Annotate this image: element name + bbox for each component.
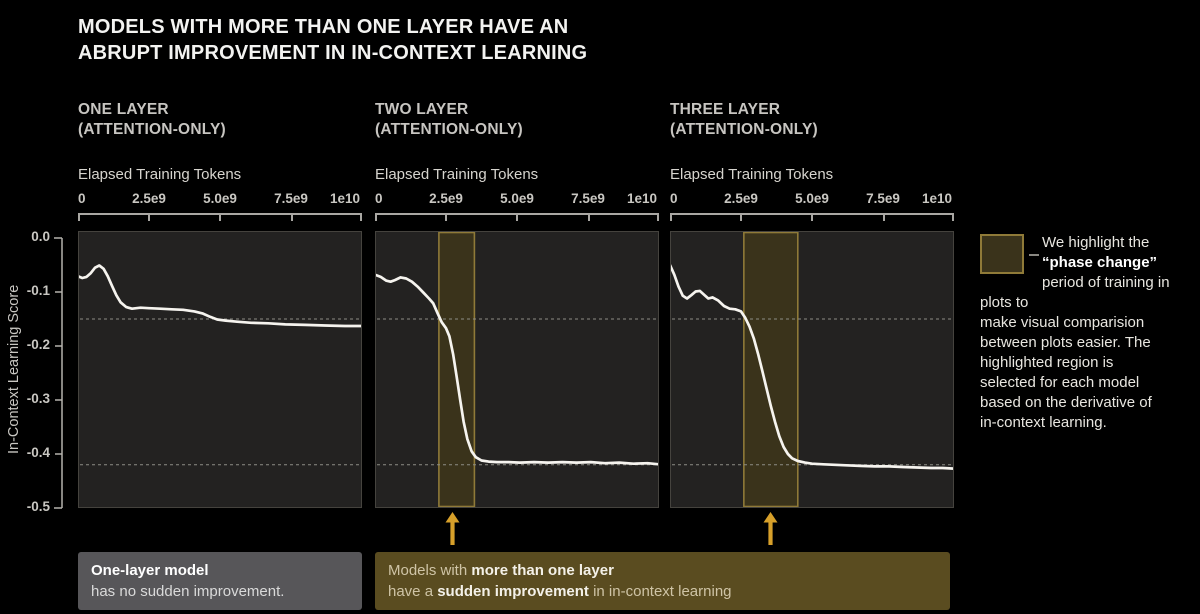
axis-tick bbox=[883, 215, 885, 221]
axis-tick bbox=[657, 215, 659, 221]
y-axis-line bbox=[54, 237, 63, 509]
x-tick-label: 2.5e9 bbox=[724, 191, 758, 206]
x-tick-label: 2.5e9 bbox=[429, 191, 463, 206]
x-tick-labels: 0 2.5e9 5.0e9 7.5e9 1e10 bbox=[670, 191, 954, 208]
axis-tick bbox=[148, 215, 150, 221]
axis-tick bbox=[375, 215, 377, 221]
emphasized-text: sudden improvement bbox=[437, 583, 589, 600]
axis-tick bbox=[516, 215, 518, 221]
x-axis-line bbox=[78, 213, 362, 222]
panel-heading: THREE LAYER (ATTENTION-ONLY) bbox=[670, 101, 818, 138]
text-segment: period of training in plots to make visu… bbox=[980, 274, 1170, 431]
axis-tick bbox=[360, 215, 362, 221]
axis-rule bbox=[670, 213, 954, 215]
in-context-learning-curve bbox=[375, 273, 659, 466]
panel-heading: TWO LAYER (ATTENTION-ONLY) bbox=[375, 101, 523, 138]
axis-rule bbox=[375, 213, 659, 215]
x-tick-label: 5.0e9 bbox=[795, 191, 829, 206]
multi-layer-caption: Models with more than one layer have a s… bbox=[375, 552, 950, 610]
axis-tick bbox=[670, 215, 672, 221]
y-tick-label: -0.5 bbox=[26, 499, 50, 514]
figure-title: MODELS WITH MORE THAN ONE LAYER HAVE AN … bbox=[78, 16, 588, 64]
axis-tick bbox=[740, 215, 742, 221]
plot-border bbox=[78, 231, 362, 508]
x-tick-label: 0 bbox=[78, 191, 86, 206]
emphasized-text: more than one layer bbox=[471, 562, 614, 579]
x-tick-label: 1e10 bbox=[626, 191, 657, 206]
axis-tick bbox=[811, 215, 813, 221]
x-axis-line bbox=[375, 213, 659, 222]
x-axis-title: Elapsed Training Tokens bbox=[670, 166, 834, 183]
x-tick-labels: 0 2.5e9 5.0e9 7.5e9 1e10 bbox=[78, 191, 362, 208]
plot-area bbox=[78, 231, 362, 508]
y-tick-label: -0.4 bbox=[26, 445, 50, 460]
text-segment: in in-context learning bbox=[588, 583, 732, 600]
x-tick-label: 1e10 bbox=[329, 191, 360, 206]
x-axis-line bbox=[670, 213, 954, 222]
one-layer-caption: One-layer model has no sudden improvemen… bbox=[78, 552, 362, 610]
emphasized-text: One-layer model bbox=[91, 562, 209, 579]
axis-tick bbox=[588, 215, 590, 221]
arrow-up-icon bbox=[763, 512, 778, 545]
y-tick-label: 0.0 bbox=[31, 229, 50, 244]
plot-background bbox=[375, 231, 659, 508]
axis-tick bbox=[219, 215, 221, 221]
plot-area bbox=[375, 231, 659, 508]
x-tick-label: 0 bbox=[375, 191, 383, 206]
x-axis-title: Elapsed Training Tokens bbox=[78, 166, 242, 183]
y-tick-label: -0.1 bbox=[26, 283, 50, 298]
x-tick-label: 5.0e9 bbox=[500, 191, 534, 206]
in-context-learning-curve bbox=[670, 263, 954, 470]
axis-tick bbox=[78, 215, 80, 221]
chart-panel: TWO LAYER (ATTENTION-ONLY) Elapsed Train… bbox=[375, 0, 659, 610]
x-axis-title: Elapsed Training Tokens bbox=[375, 166, 539, 183]
text-segment: has no sudden improvement. bbox=[91, 583, 285, 600]
y-tick-label: -0.3 bbox=[26, 391, 50, 406]
emphasized-text: “phase change” bbox=[1042, 254, 1158, 271]
text-segment: have a bbox=[388, 583, 434, 600]
phase-change-legend: We highlight the “phase change” period o… bbox=[980, 233, 1200, 433]
x-tick-label: 2.5e9 bbox=[132, 191, 166, 206]
legend-text: We highlight the “phase change” period o… bbox=[980, 233, 1200, 433]
phase-change-highlight-band bbox=[743, 231, 799, 508]
highlight-swatch-icon bbox=[980, 234, 1024, 274]
axis-tick bbox=[445, 215, 447, 221]
arrow-up-icon bbox=[445, 512, 460, 545]
x-tick-label: 0 bbox=[670, 191, 678, 206]
chart-panel: THREE LAYER (ATTENTION-ONLY) Elapsed Tra… bbox=[670, 0, 954, 610]
axis-rule bbox=[78, 213, 362, 215]
in-context-learning-curve bbox=[78, 264, 362, 328]
plot-area bbox=[670, 231, 954, 508]
x-tick-labels: 0 2.5e9 5.0e9 7.5e9 1e10 bbox=[375, 191, 659, 208]
x-tick-label: 7.5e9 bbox=[866, 191, 900, 206]
plot-background bbox=[670, 231, 954, 508]
y-axis-title: In-Context Learning Score bbox=[6, 284, 22, 455]
text-segment: We highlight the bbox=[1042, 234, 1150, 251]
x-tick-label: 7.5e9 bbox=[571, 191, 605, 206]
legend-connector-dash bbox=[1029, 254, 1039, 256]
chart-panel: ONE LAYER (ATTENTION-ONLY) Elapsed Train… bbox=[78, 0, 362, 610]
axis-tick bbox=[291, 215, 293, 221]
plot-border bbox=[670, 231, 954, 508]
phase-change-arrow-two-layer bbox=[445, 512, 460, 545]
panel-heading: ONE LAYER (ATTENTION-ONLY) bbox=[78, 101, 226, 138]
x-tick-label: 1e10 bbox=[921, 191, 952, 206]
plot-background bbox=[78, 231, 362, 508]
x-tick-label: 5.0e9 bbox=[203, 191, 237, 206]
y-tick-label: -0.2 bbox=[26, 337, 50, 352]
x-tick-label: 7.5e9 bbox=[274, 191, 308, 206]
plot-border bbox=[375, 231, 659, 508]
axis-tick bbox=[952, 215, 954, 221]
phase-change-arrow-three-layer bbox=[763, 512, 778, 545]
text-segment: Models with bbox=[388, 562, 472, 579]
